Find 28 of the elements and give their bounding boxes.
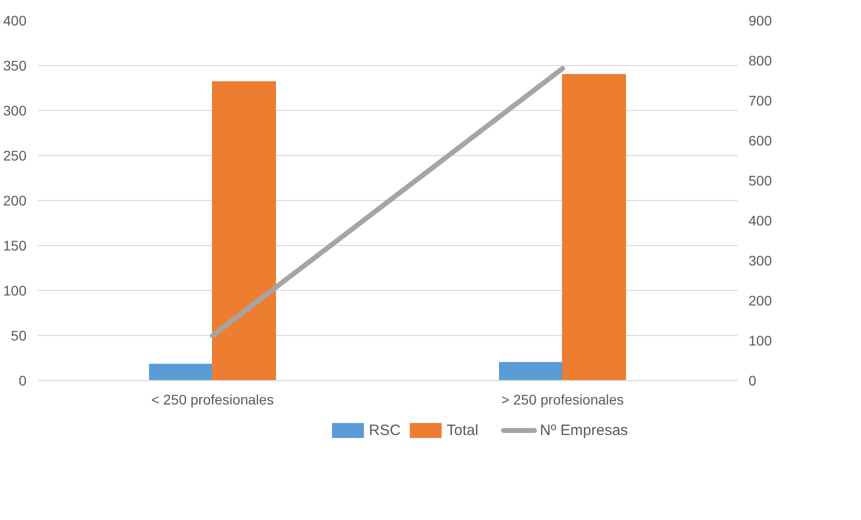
y2-tick-label: 700 bbox=[748, 92, 772, 108]
y2-tick-label: 200 bbox=[748, 292, 772, 308]
y2-tick-label: 600 bbox=[748, 132, 772, 148]
bar bbox=[562, 74, 626, 380]
y-tick-label: 300 bbox=[3, 102, 27, 118]
y2-tick-label: 900 bbox=[748, 12, 772, 28]
y2-tick-label: 100 bbox=[748, 332, 772, 348]
bar bbox=[149, 364, 213, 380]
y-tick-label: 400 bbox=[3, 12, 27, 28]
bar bbox=[212, 81, 276, 380]
legend-label: Total bbox=[446, 422, 478, 439]
y2-tick-label: 500 bbox=[748, 172, 772, 188]
y-tick-label: 250 bbox=[3, 148, 27, 164]
y-tick-label: 200 bbox=[3, 192, 27, 208]
y2-tick-label: 400 bbox=[748, 212, 772, 228]
legend-label: RSC bbox=[368, 422, 401, 439]
bar bbox=[499, 362, 563, 380]
y-tick-label: 150 bbox=[3, 238, 27, 254]
y-tick-label: 100 bbox=[3, 282, 27, 298]
y2-tick-label: 0 bbox=[748, 372, 756, 388]
legend-label: Nº Empresas bbox=[540, 422, 628, 439]
x-tick-label: > 250 profesionales bbox=[501, 392, 624, 408]
y-tick-label: 0 bbox=[18, 372, 27, 388]
y-tick-label: 50 bbox=[10, 328, 27, 344]
y2-tick-label: 300 bbox=[748, 252, 772, 268]
x-tick-label: < 250 profesionales bbox=[151, 392, 274, 408]
y2-tick-label: 800 bbox=[748, 52, 772, 68]
y-tick-label: 350 bbox=[3, 58, 27, 74]
